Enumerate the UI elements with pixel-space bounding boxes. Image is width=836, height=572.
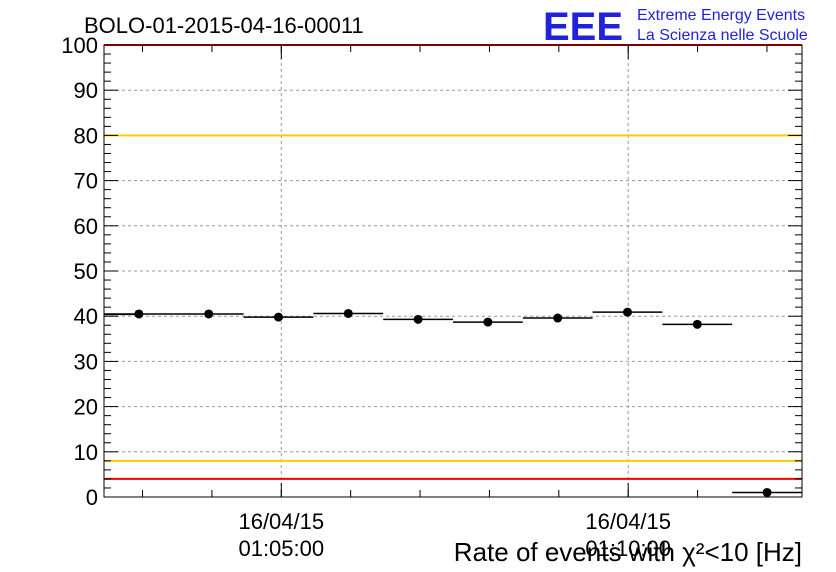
data-point — [204, 309, 214, 319]
y-tick-label: 70 — [74, 169, 98, 194]
data-point — [274, 312, 283, 322]
x-tick-label-date: 16/04/15 — [585, 509, 671, 534]
y-tick-label: 10 — [74, 440, 98, 465]
y-tick-label: 0 — [86, 485, 98, 510]
y-tick-labels: 0 10 20 30 40 50 60 70 80 90 100 — [61, 33, 98, 510]
logo-line1: Extreme Energy Events — [637, 7, 805, 24]
y-tick-label: 60 — [74, 214, 98, 239]
logo-line2: La Scienza nelle Scuole — [637, 27, 808, 44]
data-point — [623, 307, 632, 317]
logo-mark: EEE — [543, 5, 623, 49]
y-tick-label: 100 — [61, 33, 98, 58]
reference-lines — [104, 44, 802, 480]
x-axis-title: Rate of events with χ²<10 [Hz] — [454, 537, 802, 567]
chart-title: BOLO-01-2015-04-16-00011 — [84, 13, 364, 38]
y-tick-label: 80 — [74, 123, 98, 148]
y-tick-label: 90 — [74, 78, 98, 103]
data-point — [134, 309, 144, 319]
data-point — [762, 487, 772, 497]
grid — [104, 45, 802, 497]
x-tick-label-time: 01:10:00 — [585, 536, 671, 561]
data-point — [413, 314, 423, 324]
axis-ticks — [104, 44, 802, 498]
y-tick-label: 50 — [74, 259, 98, 284]
data-point — [692, 319, 702, 329]
data-point — [483, 317, 493, 327]
y-tick-label: 40 — [74, 304, 98, 329]
data-point — [553, 313, 563, 323]
x-tick-label-date: 16/04/15 — [238, 509, 324, 534]
data-points — [104, 307, 802, 497]
y-tick-label: 30 — [74, 349, 98, 374]
x-tick-label-time: 01:05:00 — [238, 536, 324, 561]
eee-logo: EEE Extreme Energy Events La Scienza nel… — [543, 5, 808, 49]
data-point — [343, 308, 353, 318]
y-tick-label: 20 — [74, 395, 98, 420]
